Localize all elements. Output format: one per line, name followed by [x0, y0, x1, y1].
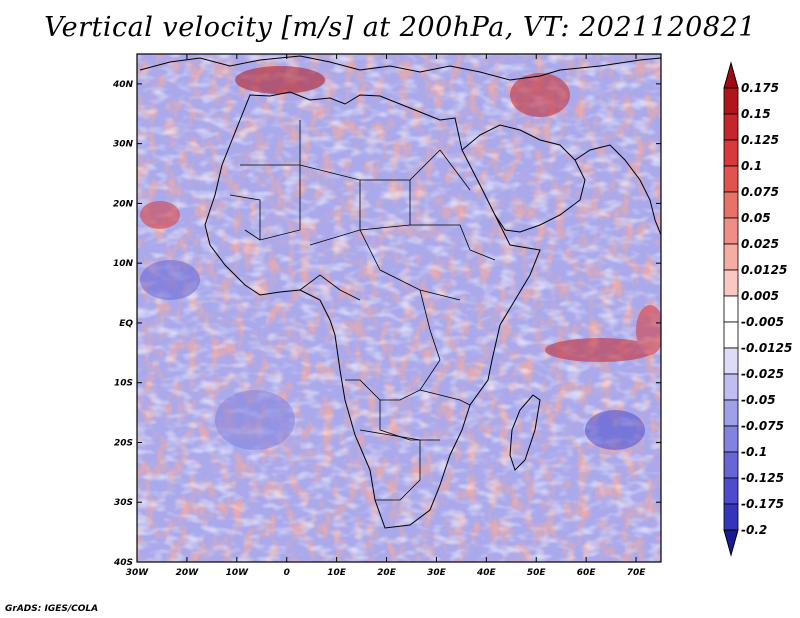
colorbar-label: -0.075 — [741, 419, 784, 433]
colorbar-label: -0.05 — [741, 393, 776, 407]
colorbar-box — [723, 165, 739, 193]
lon-tick-label: 30W — [126, 568, 150, 578]
madagascar-coastline — [509, 394, 541, 471]
lat-tick-label: 10S — [114, 379, 133, 389]
colorbar-label: 0.175 — [741, 81, 779, 95]
colorbar-box — [723, 113, 739, 141]
lat-tick-label: 30S — [114, 498, 133, 508]
colorbar-label: -0.125 — [741, 471, 784, 485]
colorbar-top-arrow — [723, 61, 739, 89]
map-title: Vertical velocity [m/s] at 200hPa, VT: 2… — [44, 12, 756, 43]
credit-label: GrADS: IGES/COLA — [5, 604, 99, 614]
arabia-coastline — [461, 124, 586, 233]
colorbar-box — [723, 269, 739, 297]
colorbar-box — [723, 191, 739, 219]
lon-tick-label: 40E — [476, 568, 497, 578]
lat-tick-label: 40S — [113, 558, 133, 568]
lat-tick-label: 20S — [114, 438, 133, 448]
colorbar-label: 0.0125 — [741, 263, 787, 277]
colorbar-label: 0.125 — [741, 133, 779, 147]
lat-tick-label: 30N — [113, 140, 134, 150]
lon-tick-label: 60E — [577, 568, 597, 578]
colorbar-box — [723, 217, 739, 245]
colorbar-label: -0.0125 — [741, 341, 792, 355]
colorbar-box — [723, 139, 739, 167]
colorbar: 0.175 0.15 0.125 0.1 0.075 0.05 0.025 0.0125 0.0… — [723, 61, 792, 557]
colorbar-bottom-arrow — [723, 529, 739, 557]
lon-tick-label: 20E — [377, 568, 397, 578]
lat-tick-label: 40N — [112, 80, 134, 90]
lat-tick-label: EQ — [119, 319, 133, 329]
lon-tick-label: 10E — [327, 568, 347, 578]
plot-frame — [136, 53, 662, 563]
colorbar-label: -0.2 — [741, 523, 767, 537]
colorbar-label: 0.025 — [741, 237, 779, 251]
colorbar-label: -0.005 — [741, 315, 784, 329]
velocity-field — [137, 54, 661, 562]
colorbar-box — [723, 425, 739, 453]
lat-tick-label: 20N — [113, 199, 134, 209]
lon-tick-label: 20W — [176, 568, 200, 578]
lon-tick-label: 30E — [427, 568, 447, 578]
axis-ticks: 30W 20W 10W 0 10E 20E 30E 40E 50E 60E 70E 40N 30N 20N… — [112, 54, 661, 578]
colorbar-box — [723, 295, 739, 323]
asia-coastline — [574, 144, 661, 236]
lon-tick-label: 50E — [527, 568, 547, 578]
colorbar-box — [723, 373, 739, 401]
coastlines — [139, 55, 661, 529]
colorbar-label: 0.1 — [741, 159, 762, 173]
lon-tick-label: 10W — [226, 568, 250, 578]
lon-tick-label: 70E — [627, 568, 647, 578]
colorbar-box — [723, 451, 739, 479]
europe-coastline — [139, 55, 661, 81]
africa-coastline — [204, 91, 541, 529]
colorbar-box — [723, 321, 739, 349]
colorbar-box — [723, 477, 739, 505]
colorbar-box — [723, 503, 739, 531]
colorbar-label: -0.1 — [741, 445, 767, 459]
colorbar-label: 0.05 — [741, 211, 771, 225]
colorbar-label: -0.025 — [741, 367, 784, 381]
colorbar-box — [723, 347, 739, 375]
lon-tick-label: 0 — [284, 568, 290, 578]
borders — [229, 120, 496, 501]
colorbar-box — [723, 243, 739, 271]
colorbar-label: -0.175 — [741, 497, 784, 511]
colorbar-label: 0.005 — [741, 289, 779, 303]
lat-tick-label: 10N — [113, 259, 134, 269]
colorbar-label: 0.15 — [741, 107, 771, 121]
colorbar-box — [723, 87, 739, 115]
colorbar-box — [723, 399, 739, 427]
colorbar-label: 0.075 — [741, 185, 779, 199]
